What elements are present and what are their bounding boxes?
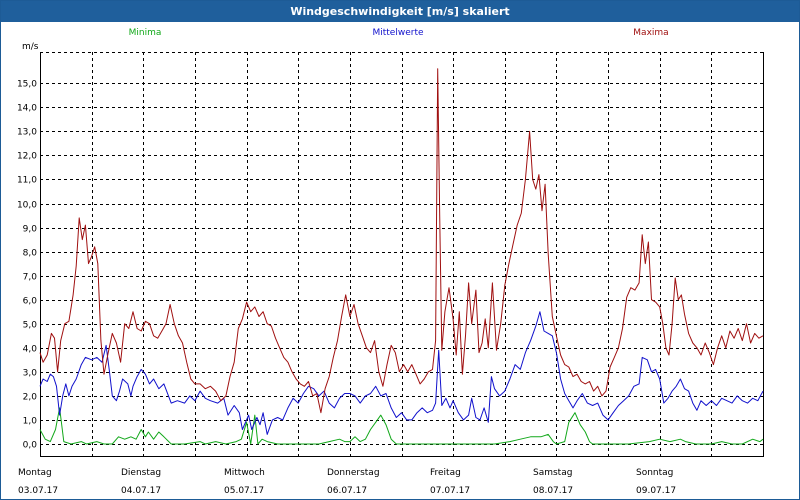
legend-minima: Minima xyxy=(129,28,162,38)
x-tick-date: 07.07.17 xyxy=(430,486,470,496)
axis-labels: 0,0 1,0 2,0 3,0 4,0 5,0 6,0 7,0 8,0 9,0 10,0 11,0 12… xyxy=(17,28,676,496)
x-tick-day: Montag xyxy=(18,468,52,478)
x-tick-date: 08.07.17 xyxy=(533,486,573,496)
x-tick-day: Mittwoch xyxy=(224,468,265,478)
y-tick-label: 6,0 xyxy=(23,297,38,307)
y-tick-label: 0,0 xyxy=(23,441,38,451)
x-tick-day: Sonntag xyxy=(636,468,673,478)
x-tick-day: Samstag xyxy=(533,468,572,478)
y-tick-label: 15,0 xyxy=(17,80,37,90)
x-tick-day: Dienstag xyxy=(121,468,161,478)
series-minima xyxy=(39,407,764,445)
window-title: Windgeschwindigkeit [m/s] skaliert xyxy=(1,1,799,22)
y-tick-label: 8,0 xyxy=(23,249,38,259)
y-tick-label: 2,0 xyxy=(23,393,38,403)
y-tick-label: 13,0 xyxy=(17,128,37,138)
y-tick-label: 5,0 xyxy=(23,321,38,331)
y-tick-label: 1,0 xyxy=(23,417,38,427)
x-tick-day: Donnerstag xyxy=(327,468,380,478)
axes xyxy=(40,52,764,457)
x-tick-date: 09.07.17 xyxy=(636,486,676,496)
y-tick-label: 10,0 xyxy=(17,201,37,211)
y-tick-label: 3,0 xyxy=(23,369,38,379)
x-tick-date: 04.07.17 xyxy=(121,486,161,496)
grid-lines xyxy=(40,52,763,456)
series-mittelwerte xyxy=(39,311,764,435)
x-tick-date: 03.07.17 xyxy=(18,486,58,496)
y-tick-label: 4,0 xyxy=(23,345,38,355)
x-tick-date: 05.07.17 xyxy=(224,486,264,496)
y-tick-label: 11,0 xyxy=(17,176,37,186)
x-tick-day: Freitag xyxy=(430,468,461,478)
series-lines xyxy=(39,68,764,445)
legend-mittelwerte: Mittelwerte xyxy=(372,28,423,38)
y-tick-label: 14,0 xyxy=(17,104,37,114)
y-tick-label: 7,0 xyxy=(23,273,38,283)
y-axis-unit: m/s xyxy=(22,42,39,52)
y-tick-label: 12,0 xyxy=(17,152,37,162)
series-maxima xyxy=(39,68,764,414)
y-tick-label: 9,0 xyxy=(23,225,38,235)
x-tick-date: 06.07.17 xyxy=(327,486,367,496)
legend-maxima: Maxima xyxy=(633,28,668,38)
